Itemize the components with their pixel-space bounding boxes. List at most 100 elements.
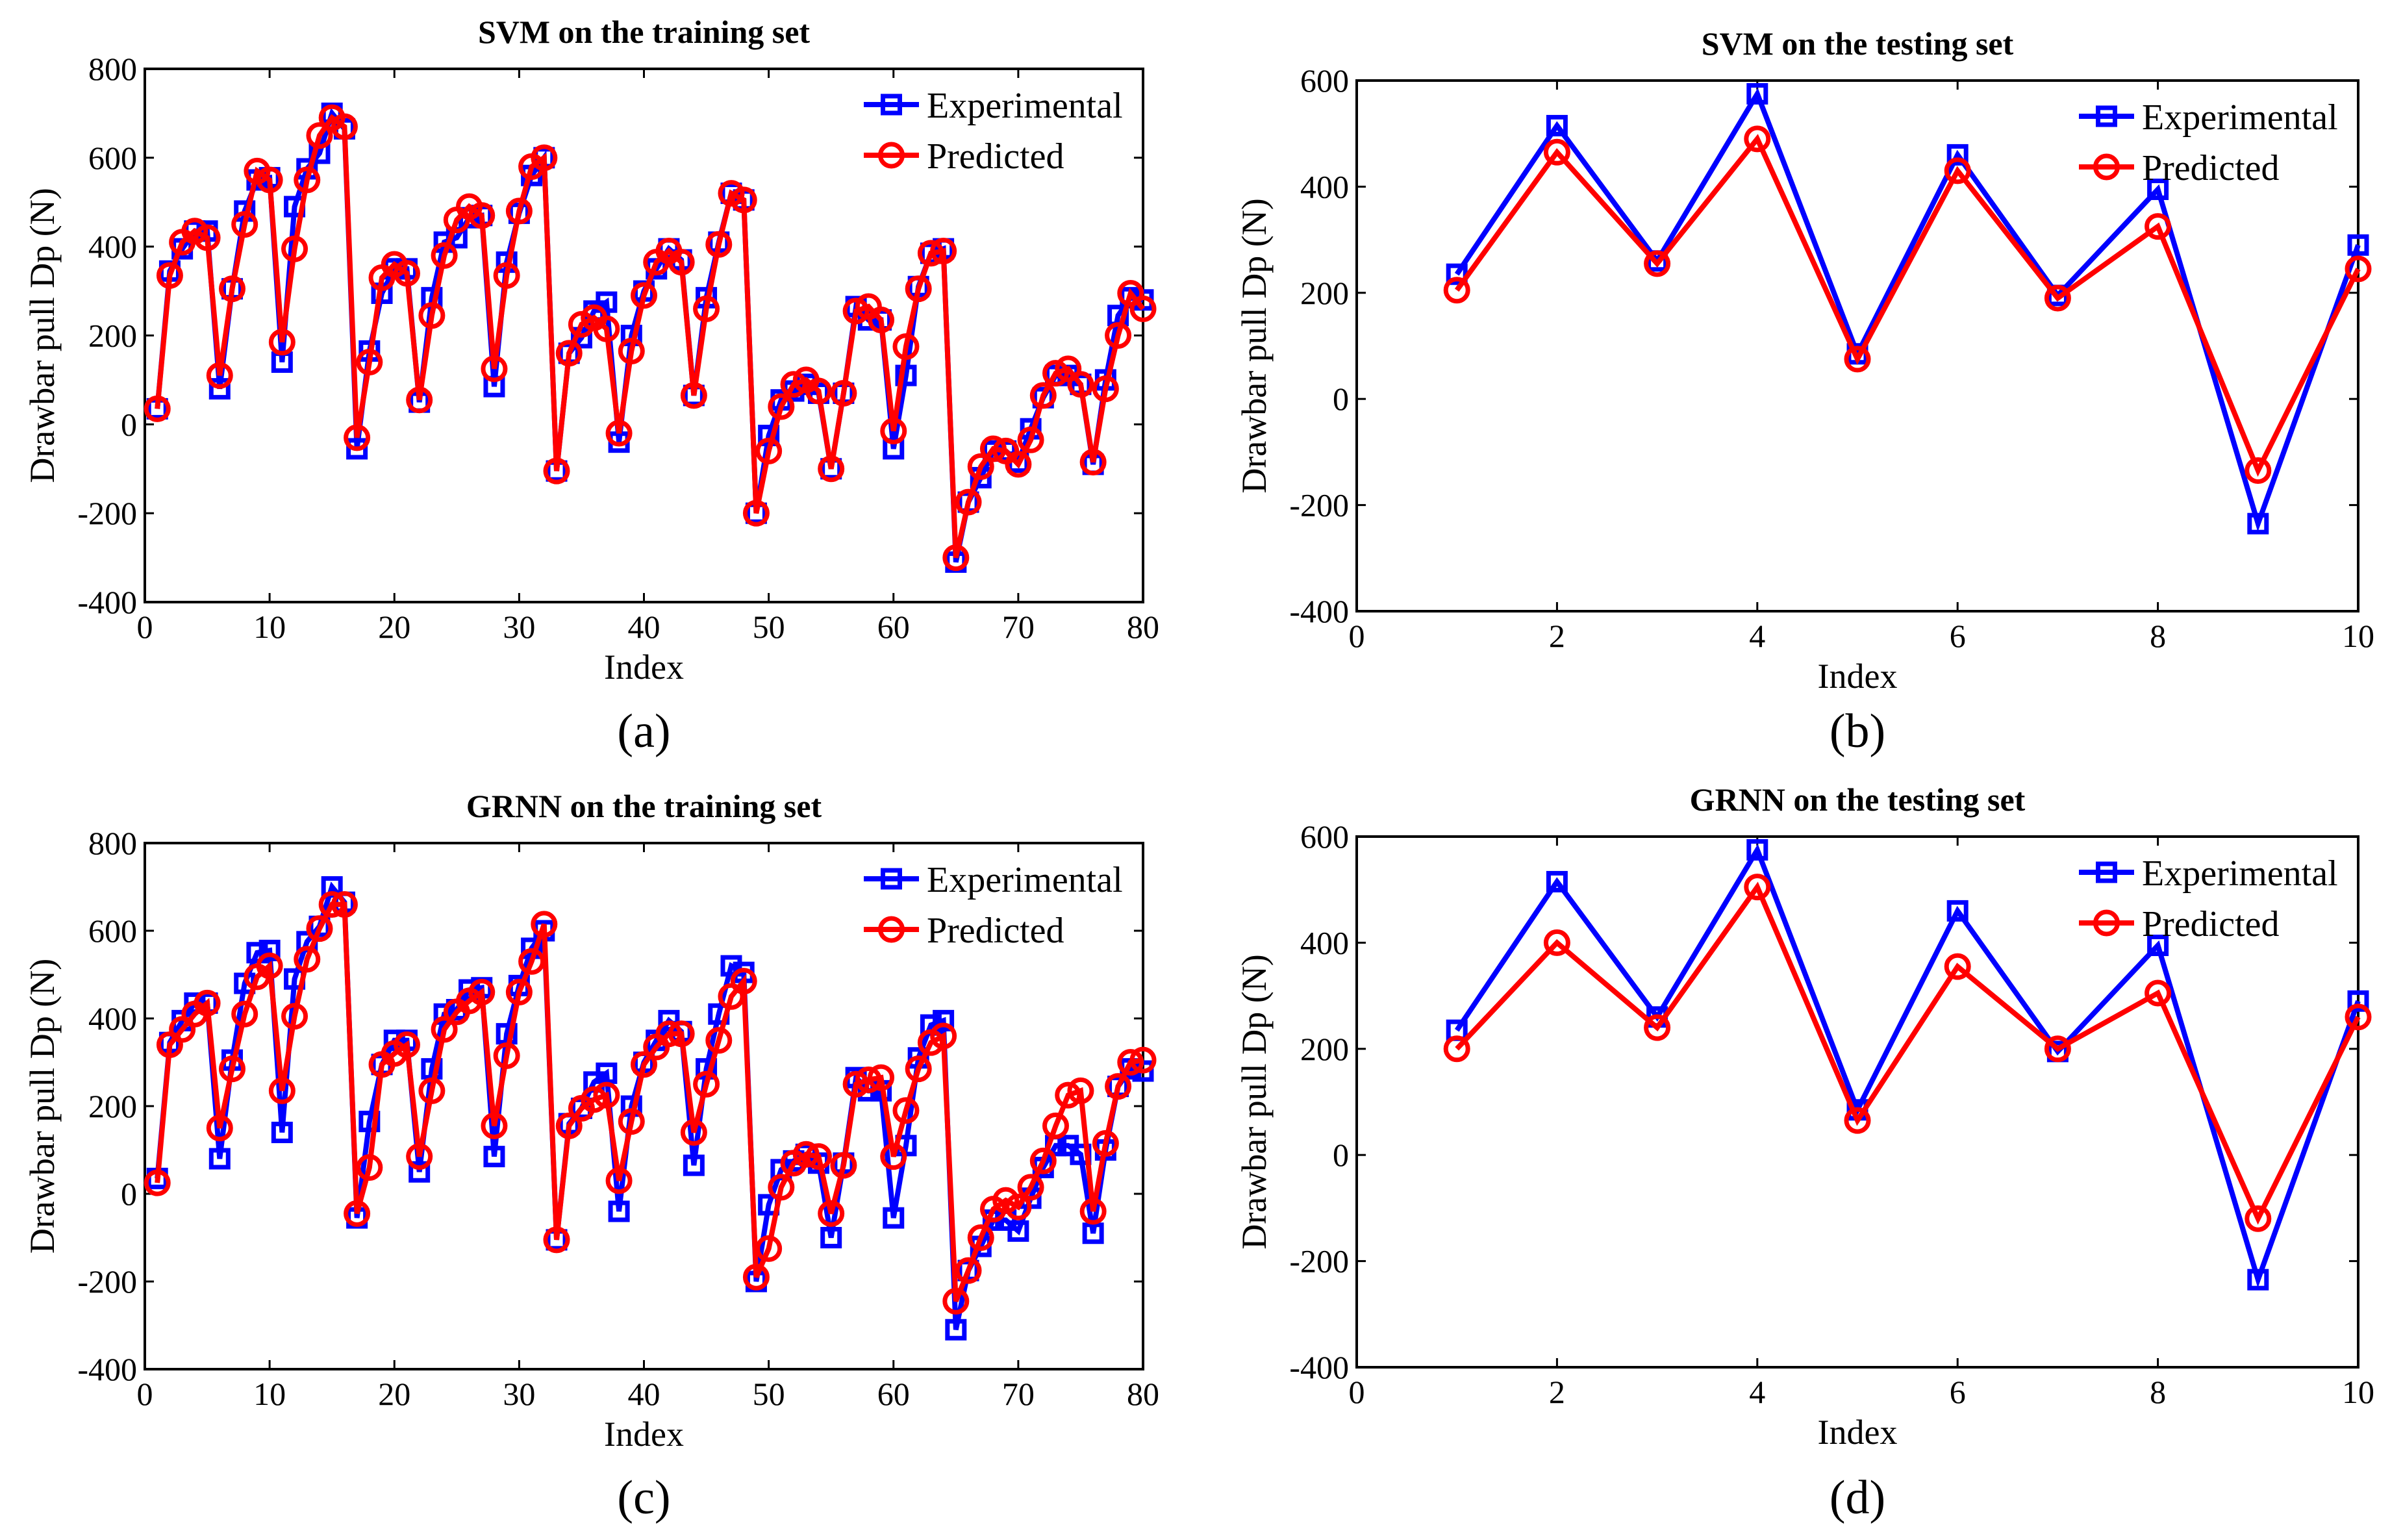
data-point-predicted — [2044, 284, 2071, 312]
data-point-predicted — [518, 948, 546, 975]
data-point-predicted — [468, 202, 496, 229]
series-line-predicted — [1454, 134, 2361, 477]
data-point-predicted — [331, 113, 358, 140]
y-tick-label: 600 — [88, 913, 137, 949]
legend-label: Experimental — [2142, 97, 2338, 138]
series-line-predicted — [1455, 881, 2361, 1225]
x-tick-label: 70 — [1002, 1376, 1035, 1412]
data-point-predicted — [144, 395, 171, 422]
x-tick-label: 60 — [877, 1376, 910, 1412]
x-axis-label: Index — [604, 648, 684, 687]
data-point-predicted — [1844, 1107, 1871, 1134]
data-point-experimental — [957, 1259, 979, 1281]
panel-label: (d) — [1830, 1471, 1885, 1524]
data-point-predicted — [1744, 125, 1771, 153]
x-tick-label: 4 — [1749, 1374, 1765, 1410]
data-point-predicted — [555, 1112, 583, 1139]
data-point-experimental — [883, 1207, 905, 1229]
y-tick-label: -200 — [1289, 1243, 1349, 1280]
y-tick-label: 600 — [1300, 818, 1349, 855]
data-point-predicted — [1079, 448, 1107, 475]
data-point-experimental — [820, 1227, 842, 1248]
chart-title: SVM on the testing set — [1702, 25, 2014, 62]
data-point-experimental — [421, 1058, 443, 1080]
y-tick-label: -400 — [1289, 1349, 1349, 1385]
x-tick-label: 10 — [2342, 1374, 2374, 1410]
y-tick-label: -200 — [1289, 487, 1349, 524]
data-point-predicted — [693, 295, 720, 322]
data-point-experimental — [1946, 900, 1969, 922]
data-point-predicted — [543, 457, 570, 485]
series-line-predicted — [155, 902, 1144, 1302]
chart-title: GRNN on the testing set — [1690, 781, 2026, 818]
data-point-experimental — [208, 378, 231, 400]
data-point-experimental — [409, 1161, 431, 1183]
y-tick-label: -400 — [77, 1351, 137, 1387]
legend-label: Experimental — [927, 860, 1123, 900]
data-point-predicted — [306, 915, 333, 942]
y-tick-label: -200 — [77, 495, 137, 531]
data-point-predicted — [493, 1042, 520, 1069]
data-point-predicted — [218, 275, 245, 303]
plot-area-frame — [1355, 835, 2359, 1369]
series-experimental — [1446, 82, 2369, 535]
data-point-predicted — [144, 1169, 171, 1196]
y-tick-label: -400 — [77, 584, 137, 620]
legend-marker-predicted — [2093, 153, 2120, 181]
data-point-predicted — [955, 488, 982, 516]
data-point-predicted — [930, 238, 957, 265]
legend-label: Predicted — [2142, 148, 2279, 188]
data-point-predicted — [1443, 277, 1470, 304]
series-line-experimental — [155, 881, 1144, 1331]
data-point-predicted — [842, 297, 870, 325]
data-point-predicted — [194, 989, 221, 1016]
data-point-predicted — [468, 979, 496, 1005]
x-tick-label: 4 — [1749, 618, 1765, 654]
data-point-predicted — [917, 240, 944, 267]
x-tick-label: 8 — [2150, 618, 2166, 654]
data-point-experimental — [2247, 512, 2269, 535]
data-point-experimental — [208, 1148, 231, 1170]
x-tick-label: 80 — [1127, 609, 1159, 645]
x-tick-label: 10 — [253, 1376, 286, 1412]
data-point-predicted — [281, 235, 308, 262]
data-point-predicted — [306, 122, 333, 149]
data-point-predicted — [730, 968, 757, 995]
data-point-predicted — [1543, 138, 1570, 166]
x-tick-label: 10 — [253, 609, 286, 645]
data-point-predicted — [156, 262, 183, 289]
data-point-predicted — [780, 371, 807, 398]
panel-label: (c) — [617, 1471, 670, 1524]
x-tick-label: 30 — [503, 1376, 535, 1412]
y-tick-label: 0 — [1333, 1137, 1349, 1173]
data-point-predicted — [631, 282, 657, 309]
data-point-predicted — [481, 1112, 508, 1139]
data-point-predicted — [768, 393, 795, 420]
data-point-predicted — [755, 1235, 783, 1262]
y-tick-label: 200 — [1300, 1031, 1349, 1067]
data-point-predicted — [431, 242, 458, 269]
data-point-predicted — [818, 455, 845, 483]
series-predicted — [144, 104, 1157, 572]
data-point-experimental — [1546, 114, 1568, 136]
legend-marker-predicted — [878, 916, 905, 943]
y-tick-label: 200 — [88, 1088, 137, 1124]
data-point-predicted — [742, 499, 770, 527]
data-point-predicted — [1042, 360, 1070, 387]
y-tick-label: 800 — [88, 825, 137, 861]
x-axis-label: Index — [604, 1415, 684, 1454]
data-point-experimental — [658, 1009, 680, 1031]
plot-area-frame — [144, 842, 1144, 1370]
chart-panel-b: SVM on the testing set 0 2 4 6 8 10 -400 -200 0 20… — [1235, 25, 2374, 758]
data-point-predicted — [531, 144, 558, 171]
data-point-predicted — [206, 362, 233, 389]
data-point-experimental — [608, 1200, 630, 1222]
series-predicted — [1443, 125, 2372, 484]
data-point-predicted — [680, 1119, 707, 1146]
data-point-predicted — [1543, 929, 1570, 956]
data-point-predicted — [1092, 375, 1119, 403]
series-experimental — [1446, 839, 2369, 1291]
y-tick-label: -200 — [77, 1263, 137, 1300]
legend-label: Experimental — [2142, 853, 2338, 894]
